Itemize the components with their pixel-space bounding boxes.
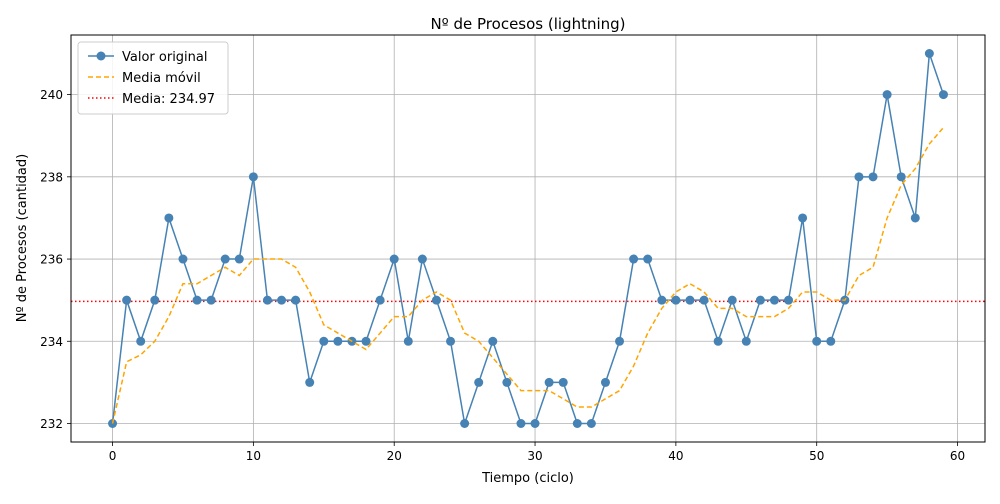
x-axis-ticks: 0 10 20 30 40 50 60 — [109, 442, 965, 463]
data-point-original — [234, 254, 244, 264]
data-point-original — [248, 172, 258, 182]
x-tick-label: 20 — [387, 449, 402, 463]
data-point-original — [938, 90, 948, 100]
x-axis-label: Tiempo (ciclo) — [481, 471, 574, 486]
y-tick-label: 238 — [40, 170, 63, 184]
data-point-original — [826, 336, 836, 346]
data-point-original — [657, 295, 667, 305]
data-point-original — [164, 213, 174, 223]
series-layer — [108, 49, 948, 428]
y-tick-label: 232 — [40, 417, 63, 431]
data-point-original — [741, 336, 751, 346]
series-line-moving-average — [111, 127, 945, 424]
y-axis-ticks: 232 234 236 238 240 — [40, 88, 71, 431]
y-tick-label: 240 — [40, 88, 63, 102]
data-point-original — [910, 213, 920, 223]
data-point-original — [784, 295, 794, 305]
data-point-original — [319, 336, 329, 346]
data-point-original — [474, 377, 484, 387]
data-point-original — [516, 419, 526, 428]
data-point-original — [600, 377, 610, 387]
data-point-original — [713, 336, 723, 346]
data-point-original — [122, 295, 132, 305]
data-point-original — [446, 336, 456, 346]
data-point-original — [812, 336, 822, 346]
legend-box — [77, 41, 229, 115]
data-point-original — [192, 295, 202, 305]
data-point-original — [291, 295, 301, 305]
x-tick-label: 0 — [109, 449, 117, 463]
data-point-original — [150, 295, 160, 305]
x-tick-label: 50 — [809, 449, 824, 463]
data-point-original — [530, 419, 540, 428]
data-point-original — [671, 295, 681, 305]
data-point-original — [333, 336, 343, 346]
x-tick-label: 30 — [527, 449, 542, 463]
y-axis-label: Nº de Procesos (cantidad) — [15, 154, 30, 322]
plot-frame — [70, 34, 986, 443]
data-point-original — [488, 336, 498, 346]
data-point-original — [136, 336, 146, 346]
data-point-original — [305, 377, 315, 387]
data-point-original — [277, 295, 287, 305]
x-tick-label: 40 — [668, 449, 683, 463]
x-tick-label: 10 — [246, 449, 261, 463]
data-point-original — [727, 295, 737, 305]
data-point-original — [868, 172, 878, 182]
data-point-original — [924, 49, 934, 58]
data-point-original — [643, 254, 653, 264]
data-point-original — [460, 419, 470, 428]
chart-title: Nº de Procesos (lightning) — [430, 15, 625, 33]
data-point-original — [755, 295, 765, 305]
data-point-original — [558, 377, 568, 387]
data-point-original — [798, 213, 808, 223]
data-point-original — [361, 336, 371, 346]
data-point-original — [417, 254, 427, 264]
data-point-original — [629, 254, 639, 264]
y-tick-label: 234 — [40, 335, 63, 349]
data-point-original — [572, 419, 582, 428]
data-point-original — [262, 295, 272, 305]
data-point-original — [389, 254, 399, 264]
data-point-original — [206, 295, 216, 305]
legend-label-original: Valor original — [122, 50, 207, 65]
data-point-original — [586, 419, 596, 428]
data-point-original — [615, 336, 625, 346]
data-point-original — [431, 295, 441, 305]
y-tick-label: 236 — [40, 253, 63, 267]
legend-marker-original — [96, 51, 106, 61]
legend: Valor original Media móvil Media: 234.97 — [77, 41, 229, 115]
data-point-original — [375, 295, 385, 305]
x-tick-label: 60 — [950, 449, 965, 463]
data-point-original — [699, 295, 709, 305]
data-point-original — [178, 254, 188, 264]
data-point-original — [685, 295, 695, 305]
data-point-original — [896, 172, 906, 182]
series-line-original — [111, 53, 945, 425]
data-point-original — [403, 336, 413, 346]
data-point-original — [769, 295, 779, 305]
data-point-original — [502, 377, 512, 387]
data-point-original — [854, 172, 864, 182]
legend-label-moving-average: Media móvil — [122, 71, 201, 86]
data-point-original — [544, 377, 554, 387]
legend-label-mean: Media: 234.97 — [122, 92, 215, 107]
data-point-original — [220, 254, 230, 264]
data-point-original — [882, 90, 892, 100]
